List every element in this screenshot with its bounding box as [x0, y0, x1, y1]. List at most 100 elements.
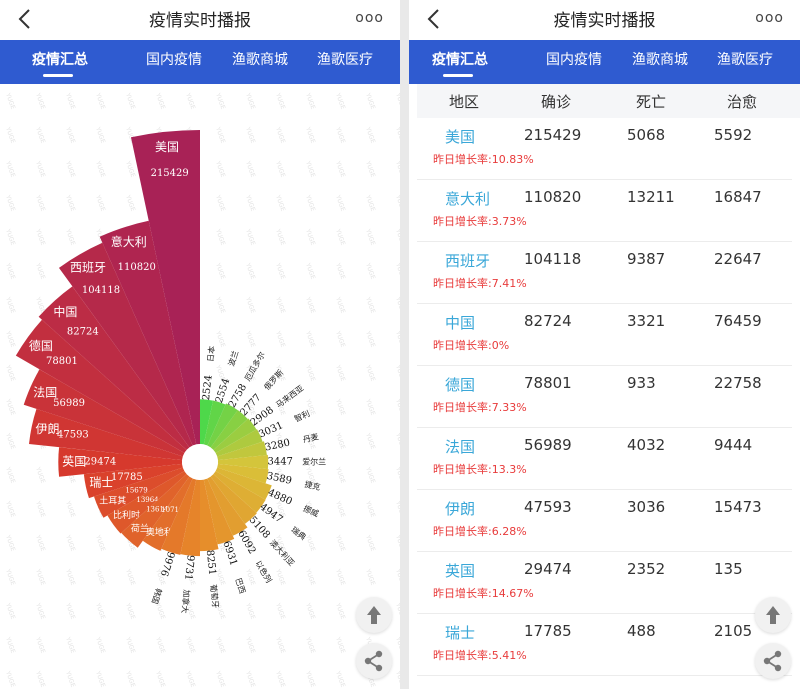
table-row[interactable]: 瑞士 17785 488 2105 昨日增长率:5.41%: [417, 614, 792, 676]
scroll-top-button[interactable]: [356, 597, 392, 633]
slice-日本[interactable]: [200, 399, 214, 445]
slice-美国[interactable]: [130, 130, 200, 445]
share-icon: [763, 650, 782, 672]
slice-法国[interactable]: [23, 369, 185, 457]
growth-rate: 昨日增长率:10.83%: [433, 153, 534, 166]
slice-伊朗[interactable]: [28, 408, 183, 461]
slice-value: 215429: [151, 168, 189, 179]
watermark-text: YUGE: [304, 91, 317, 110]
watermark-text: YUGE: [334, 125, 347, 144]
table-row[interactable]: 伊朗 47593 3036 15473 昨日增长率:6.28%: [417, 490, 792, 552]
watermark-text: YUGE: [334, 635, 347, 654]
back-icon[interactable]: [423, 6, 445, 32]
watermark-text: YUGE: [394, 499, 400, 518]
death-count: 933: [627, 374, 656, 392]
watermark-text: YUGE: [214, 227, 227, 246]
slice-奥地利[interactable]: [142, 476, 193, 551]
watermark-text: YUGE: [334, 227, 347, 246]
table-row[interactable]: 英国 29474 2352 135 昨日增长率:14.67%: [417, 552, 792, 614]
table-row[interactable]: 西班牙 104118 9387 22647 昨日增长率:7.41%: [417, 242, 792, 304]
watermark-text: YUGE: [124, 91, 137, 110]
slice-爱尔兰[interactable]: [217, 454, 269, 470]
watermark-text: YUGE: [4, 533, 17, 552]
slice-巴西[interactable]: [203, 478, 235, 545]
watermark-text: YUGE: [64, 91, 77, 110]
slice-英国[interactable]: [58, 447, 183, 477]
slice-马来西亚[interactable]: [213, 418, 257, 453]
watermark-text: YUGE: [394, 125, 400, 144]
death-count: 2352: [627, 560, 666, 578]
tab-domestic[interactable]: 国内疫情: [546, 52, 602, 68]
slice-土耳其[interactable]: [93, 467, 185, 518]
tab-mall[interactable]: 渔歌商城: [632, 52, 688, 68]
watermark-text: YUGE: [334, 431, 347, 450]
watermark-text: YUGE: [34, 465, 47, 484]
confirmed-count: 56989: [524, 436, 572, 454]
slice-中国[interactable]: [38, 286, 190, 450]
tab-medical[interactable]: 渔歌医疗: [717, 52, 773, 68]
slice-意大利[interactable]: [99, 220, 197, 446]
slice-荷兰[interactable]: [121, 474, 190, 548]
slice-智利[interactable]: [215, 429, 263, 457]
slice-厄瓜多尔[interactable]: [207, 403, 238, 448]
watermark-text: YUGE: [4, 567, 17, 586]
table-row[interactable]: 德国 78801 933 22758 昨日增长率:7.33%: [417, 366, 792, 428]
slice-加拿大[interactable]: [180, 479, 200, 557]
more-icon[interactable]: ooo: [355, 10, 384, 26]
back-icon[interactable]: [14, 6, 36, 32]
slice-label: 韩国: [150, 587, 164, 605]
table-row[interactable]: 美国 215429 5068 5592 昨日增长率:10.83%: [417, 118, 792, 180]
slice-丹麦[interactable]: [217, 441, 267, 461]
watermark-text: YUGE: [394, 227, 400, 246]
slice-label: 日本: [205, 345, 217, 362]
scroll-top-button[interactable]: [755, 597, 791, 633]
watermark-text: YUGE: [304, 669, 317, 688]
table-row[interactable]: 意大利 110820 13211 16847 昨日增长率:3.73%: [417, 180, 792, 242]
watermark-text: YUGE: [4, 159, 17, 178]
watermark-text: YUGE: [244, 261, 257, 280]
table-row[interactable]: 中国 82724 3321 76459 昨日增长率:0%: [417, 304, 792, 366]
watermark-text: YUGE: [274, 669, 287, 688]
growth-rate: 昨日增长率:7.41%: [433, 277, 527, 290]
watermark-text: YUGE: [364, 567, 377, 586]
slice-瑞士[interactable]: [83, 463, 183, 499]
death-count: 4032: [627, 436, 666, 454]
watermark-text: YUGE: [4, 227, 17, 246]
more-icon[interactable]: ooo: [755, 10, 784, 26]
slice-以色列[interactable]: [207, 476, 248, 536]
slice-value: 2524: [201, 374, 215, 400]
slice-瑞典[interactable]: [213, 471, 266, 513]
table-row[interactable]: 法国 56989 4032 9444 昨日增长率:13.3%: [417, 428, 792, 490]
slice-label: 以色列: [253, 559, 274, 585]
watermark-text: YUGE: [4, 91, 17, 110]
slice-葡萄牙[interactable]: [200, 479, 219, 552]
slice-韩国[interactable]: [161, 478, 197, 555]
tab-summary[interactable]: 疫情汇总: [32, 52, 88, 68]
slice-俄罗斯[interactable]: [210, 409, 248, 450]
share-button[interactable]: [755, 643, 791, 679]
slice-value: 15679: [125, 486, 147, 494]
slice-挪威[interactable]: [215, 467, 272, 500]
share-button[interactable]: [356, 643, 392, 679]
slice-捷克[interactable]: [217, 463, 269, 484]
tab-domestic[interactable]: 国内疫情: [146, 52, 202, 68]
tab-mall[interactable]: 渔歌商城: [232, 52, 288, 68]
watermark-text: YUGE: [244, 125, 257, 144]
recovered-count: 76459: [714, 312, 762, 330]
slice-西班牙[interactable]: [58, 242, 193, 448]
watermark-text: YUGE: [304, 295, 317, 314]
tab-medical[interactable]: 渔歌医疗: [317, 52, 373, 68]
arrow-up-icon: [367, 606, 381, 624]
slice-澳大利亚[interactable]: [210, 474, 257, 524]
watermark-text: YUGE: [34, 193, 47, 212]
watermark-text: YUGE: [64, 125, 77, 144]
slice-德国[interactable]: [15, 319, 187, 453]
watermark-text: YUGE: [124, 635, 137, 654]
slice-label: 西班牙: [70, 261, 106, 275]
slice-比利时[interactable]: [107, 471, 187, 534]
watermark-text: YUGE: [154, 91, 167, 110]
tab-summary[interactable]: 疫情汇总: [432, 52, 488, 68]
watermark-text: YUGE: [394, 465, 400, 484]
slice-波兰[interactable]: [203, 400, 226, 446]
watermark-text: YUGE: [394, 193, 400, 212]
